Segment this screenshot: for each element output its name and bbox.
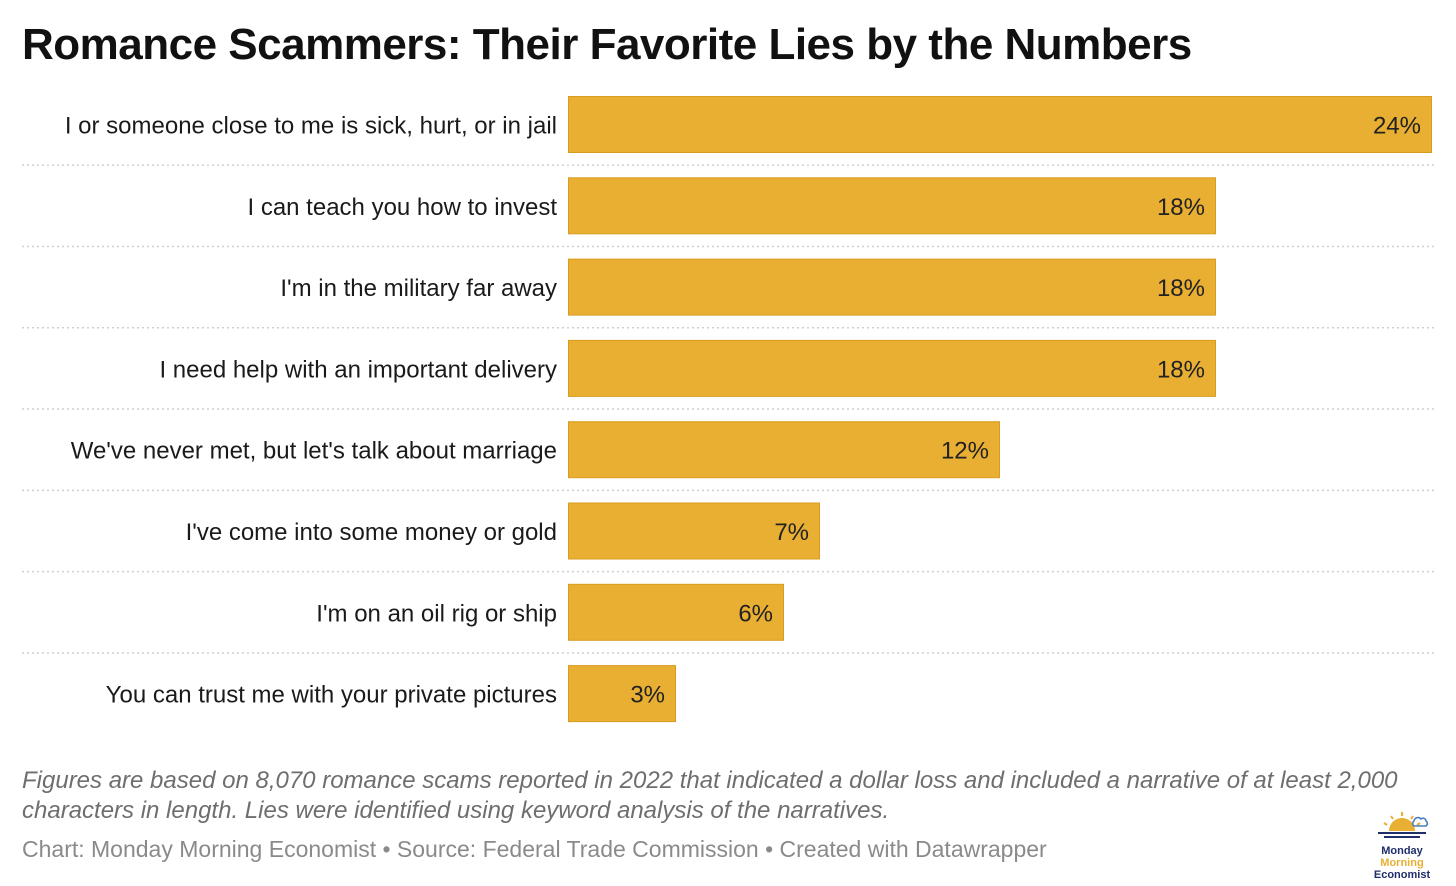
monday-morning-economist-logo: Monday Morning Economist: [1374, 812, 1431, 881]
value-label: 18%: [1157, 194, 1205, 221]
category-label: I'm in the military far away: [280, 275, 557, 302]
category-label: I'm on an oil rig or ship: [316, 600, 557, 627]
bar: [568, 665, 676, 723]
logo-line-2: Morning: [1380, 857, 1423, 869]
bar: [568, 177, 1216, 235]
chart-footnote: Figures are based on 8,070 romance scams…: [22, 767, 1398, 824]
value-label: 24%: [1373, 113, 1421, 140]
bar: [568, 502, 820, 560]
category-label: I need help with an important delivery: [159, 356, 557, 383]
bar: [568, 258, 1216, 316]
category-label: You can trust me with your private pictu…: [106, 682, 557, 709]
chart-title: Romance Scammers: Their Favorite Lies by…: [22, 20, 1192, 69]
category-label: We've never met, but let's talk about ma…: [71, 438, 557, 465]
logo-line-1: Monday: [1381, 845, 1423, 857]
value-label: 18%: [1157, 275, 1205, 302]
category-label: I've come into some money or gold: [186, 519, 557, 546]
horizon-lines: [1378, 832, 1426, 838]
cloud-icon: [1411, 816, 1429, 827]
chart-credit: Chart: Monday Morning Economist • Source…: [22, 836, 1047, 862]
bar-chart: I or someone close to me is sick, hurt, …: [22, 96, 1434, 723]
value-label: 3%: [630, 682, 665, 709]
value-label: 12%: [941, 438, 989, 465]
sun-icon: [1383, 812, 1421, 831]
logo-line-3: Economist: [1374, 869, 1431, 881]
bar: [568, 339, 1216, 397]
value-label: 18%: [1157, 356, 1205, 383]
category-label: I can teach you how to invest: [247, 194, 557, 221]
value-label: 6%: [738, 600, 773, 627]
value-label: 7%: [774, 519, 809, 546]
bar: [568, 96, 1432, 153]
bar: [568, 421, 1000, 479]
bar: [568, 583, 784, 641]
category-label: I or someone close to me is sick, hurt, …: [65, 113, 557, 140]
